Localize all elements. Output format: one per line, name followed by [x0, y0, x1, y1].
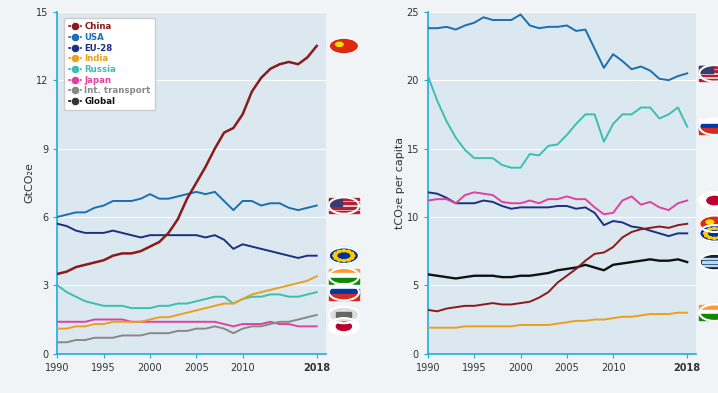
Y-axis label: tCO₂e per capita: tCO₂e per capita — [395, 137, 405, 229]
Legend: China, USA, EU-28, India, Russia, Japan, Int. transport, Global: China, USA, EU-28, India, Russia, Japan,… — [65, 18, 155, 110]
Y-axis label: GtCO₂e: GtCO₂e — [24, 162, 34, 203]
